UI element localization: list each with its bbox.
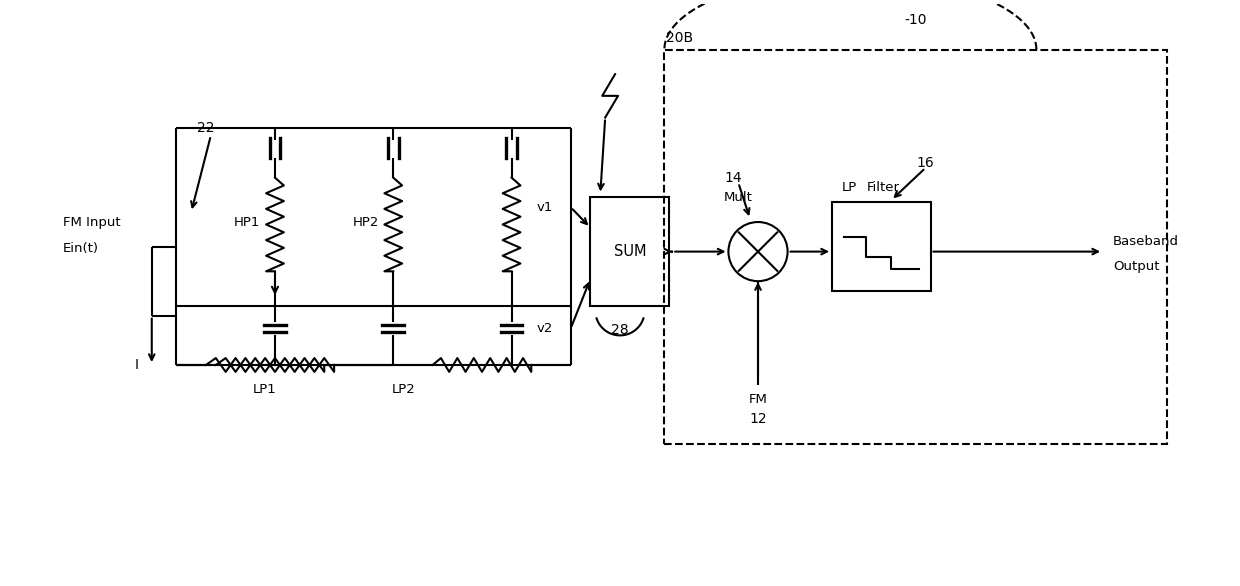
Bar [665,49,1167,444]
Text: 20B: 20B [666,30,693,45]
Text: v1: v1 [536,201,553,214]
Text: I: I [135,358,139,372]
Text: LP1: LP1 [253,383,277,396]
Text: LP2: LP2 [392,383,415,396]
Text: HP2: HP2 [352,216,379,229]
Text: LP: LP [842,181,857,194]
Bar [590,197,670,306]
Text: 22: 22 [197,121,215,135]
Bar [832,202,930,291]
Text: 28: 28 [611,323,629,338]
Text: Filter: Filter [867,181,899,194]
Text: Ein(t): Ein(t) [63,242,99,255]
Text: HP1: HP1 [234,216,260,229]
Text: Output: Output [1112,260,1159,273]
Text: 16: 16 [916,156,935,170]
Text: Mult: Mult [724,191,753,204]
Text: 12: 12 [749,412,766,426]
Text: FM: FM [749,393,768,406]
Text: -10: -10 [904,13,928,27]
Text: SUM: SUM [614,244,646,259]
Text: v2: v2 [536,322,553,335]
Text: 14: 14 [724,171,743,185]
Text: Baseband: Baseband [1112,235,1179,248]
Text: FM Input: FM Input [63,216,120,229]
